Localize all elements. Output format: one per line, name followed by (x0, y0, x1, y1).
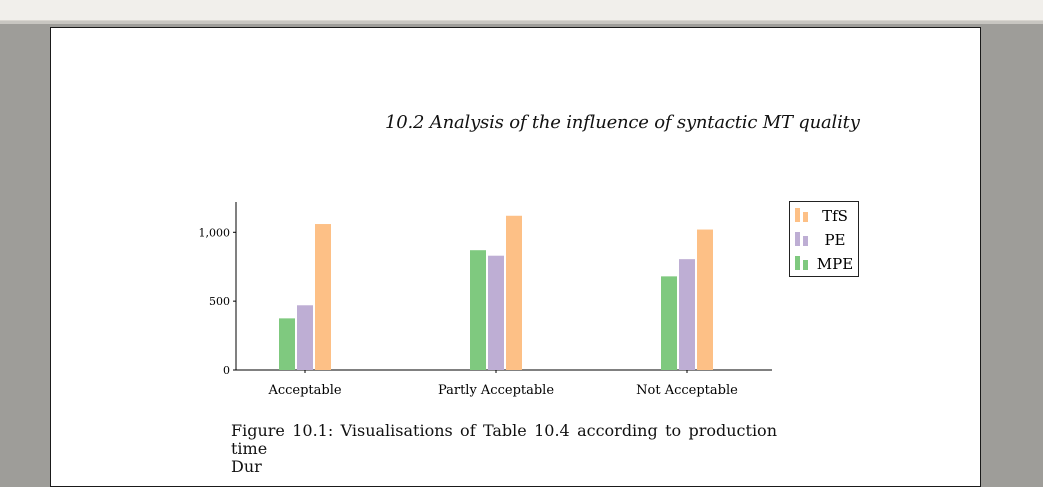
y-tick-label: 500 (209, 295, 230, 308)
legend-label-pe: PE (824, 231, 845, 249)
toolbar-shadow (0, 21, 1043, 24)
bar-pe-1 (488, 255, 504, 370)
bar-mpe-0 (279, 318, 295, 370)
bar-tfs-0 (315, 224, 331, 370)
bar-mpe-2 (661, 276, 677, 370)
chart-ticks: 0 500 1,000 Acceptable Partly Acceptable Not … (199, 226, 739, 398)
x-tick-label: Not Acceptable (636, 383, 738, 398)
bar-tfs-1 (506, 215, 522, 370)
chart-legend: TfS PE MPE (789, 201, 859, 277)
x-tick-label: Acceptable (267, 383, 341, 398)
bar-pe-0 (297, 305, 313, 370)
running-header: 10.2 Analysis of the influence of syntac… (385, 112, 860, 133)
legend-swatch-small-mpe (803, 260, 808, 270)
y-tick-label: 0 (223, 364, 230, 377)
caption-line-2: Dur (231, 457, 262, 476)
legend-label-mpe: MPE (817, 255, 853, 273)
y-tick-label: 1,000 (199, 226, 231, 239)
caption-line-1: Figure 10.1: Visualisations of Table 10.… (231, 421, 777, 458)
figure-caption: Figure 10.1: Visualisations of Table 10.… (231, 422, 777, 476)
legend-swatch-small-pe (803, 236, 808, 246)
viewer-toolbar (0, 0, 1043, 21)
bar-mpe-1 (470, 250, 486, 370)
legend-swatch-mpe (795, 256, 800, 270)
legend-swatch-small-tfs (803, 212, 808, 222)
bar-pe-2 (679, 259, 695, 370)
bar-tfs-2 (697, 229, 713, 370)
legend-label-tfs: TfS (822, 207, 848, 225)
x-tick-label: Partly Acceptable (438, 383, 554, 398)
legend-swatch-tfs (795, 208, 800, 222)
chart-bars (279, 215, 713, 370)
legend-swatch-pe (795, 232, 800, 246)
